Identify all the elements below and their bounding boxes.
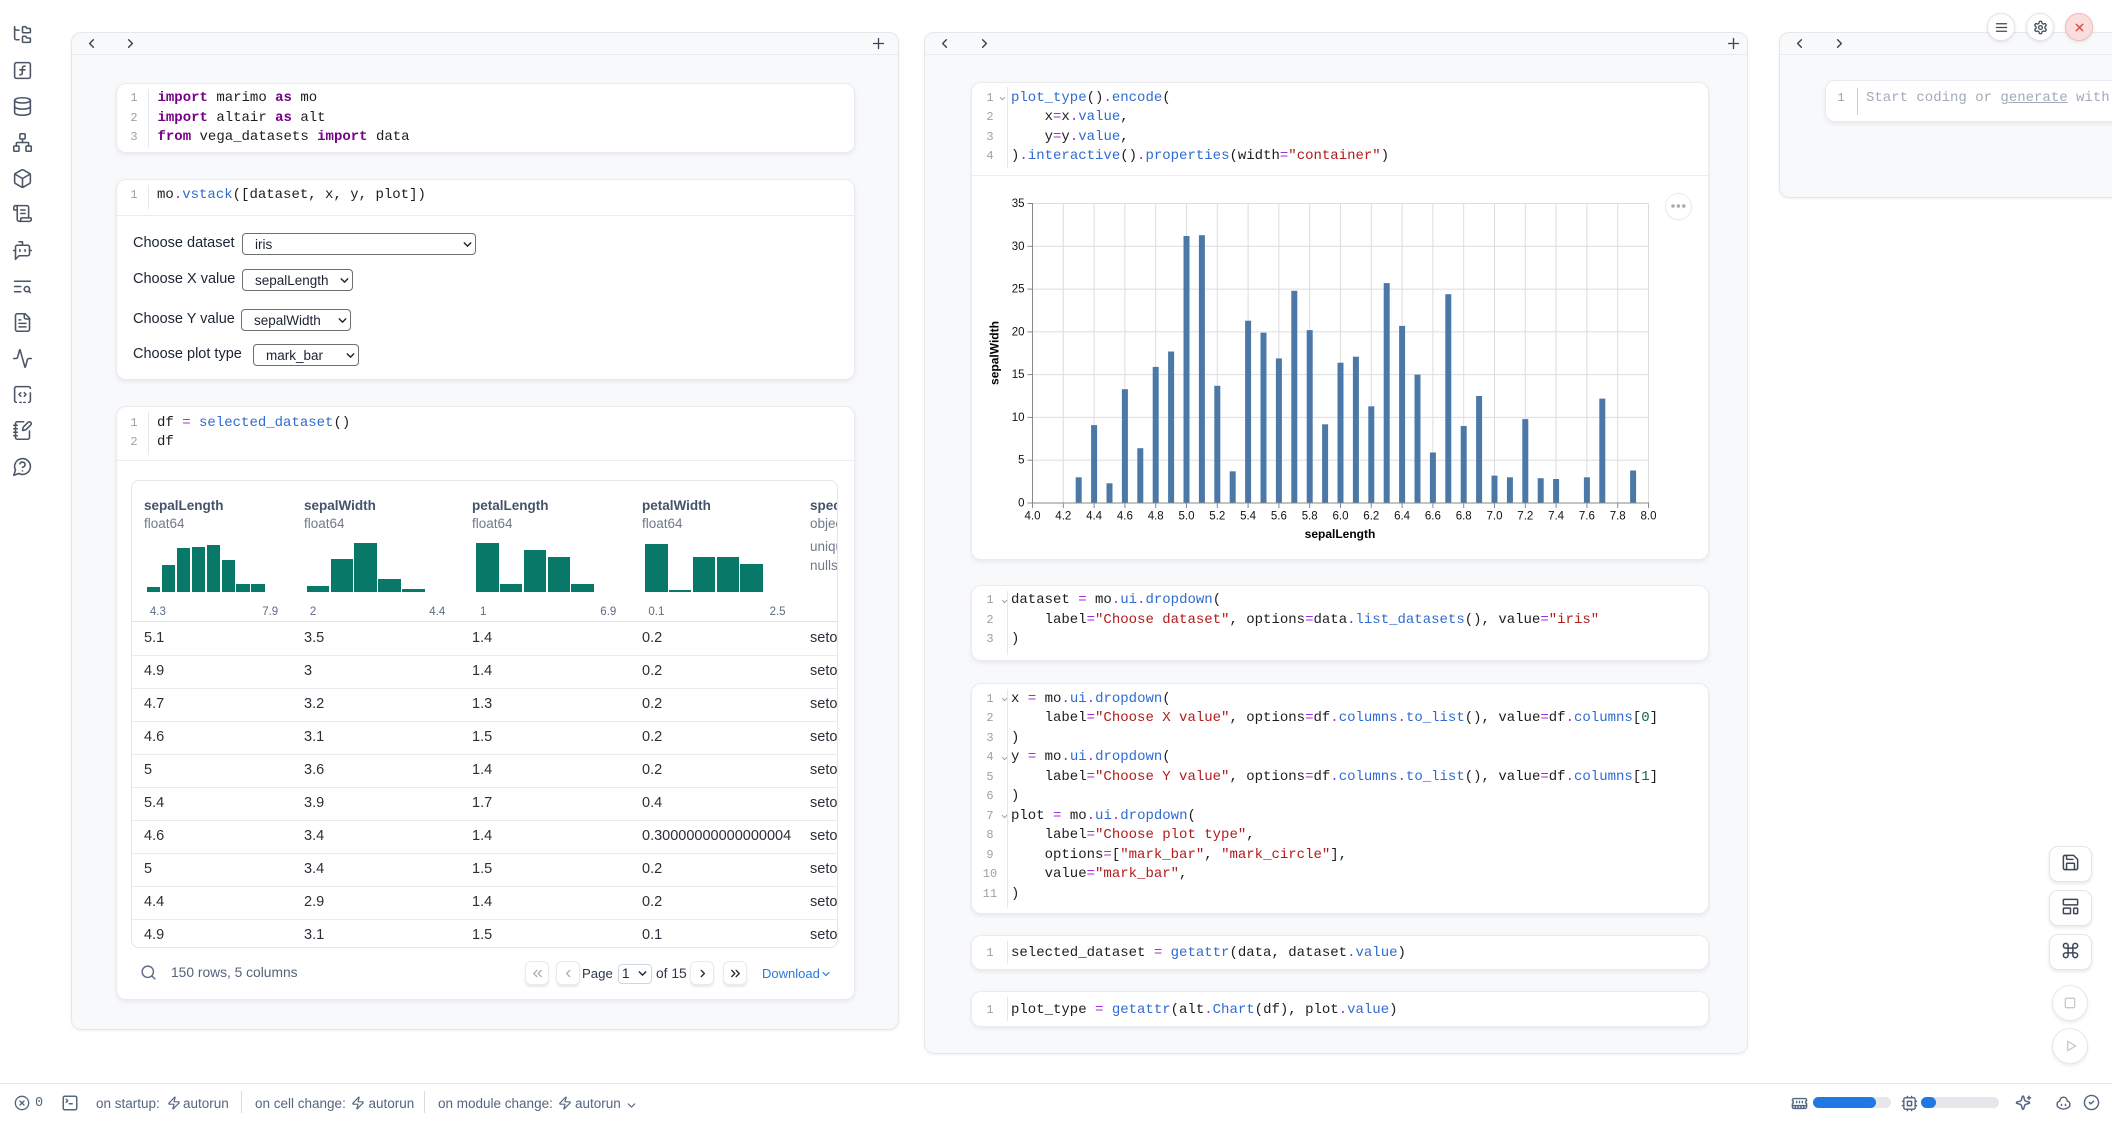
svg-text:7.2: 7.2 <box>1517 511 1533 523</box>
svg-text:6.8: 6.8 <box>1456 511 1472 523</box>
svg-text:4.8: 4.8 <box>1148 511 1164 523</box>
svg-text:8.0: 8.0 <box>1641 511 1657 523</box>
svg-text:7.8: 7.8 <box>1610 511 1626 523</box>
svg-text:10: 10 <box>1012 412 1025 424</box>
svg-text:20: 20 <box>1012 326 1025 338</box>
svg-text:6.6: 6.6 <box>1425 511 1441 523</box>
svg-text:5.8: 5.8 <box>1302 511 1318 523</box>
svg-text:7.6: 7.6 <box>1579 511 1595 523</box>
svg-text:0: 0 <box>1018 498 1024 510</box>
svg-text:4.2: 4.2 <box>1055 511 1071 523</box>
svg-text:15: 15 <box>1012 369 1025 381</box>
svg-text:4.0: 4.0 <box>1025 511 1041 523</box>
svg-text:4.4: 4.4 <box>1086 511 1103 523</box>
svg-text:6.0: 6.0 <box>1333 511 1349 523</box>
svg-text:6.2: 6.2 <box>1363 511 1379 523</box>
svg-text:5.2: 5.2 <box>1209 511 1225 523</box>
svg-text:5.6: 5.6 <box>1271 511 1287 523</box>
svg-text:5.0: 5.0 <box>1179 511 1195 523</box>
svg-text:5.4: 5.4 <box>1240 511 1257 523</box>
svg-text:7.4: 7.4 <box>1548 511 1565 523</box>
svg-text:25: 25 <box>1012 284 1025 296</box>
svg-text:5: 5 <box>1018 455 1024 467</box>
svg-text:6.4: 6.4 <box>1394 511 1411 523</box>
svg-text:sepalLength: sepalLength <box>1305 527 1376 541</box>
svg-text:4.6: 4.6 <box>1117 511 1133 523</box>
svg-text:30: 30 <box>1012 241 1025 253</box>
svg-text:sepalWidth: sepalWidth <box>988 321 1002 385</box>
svg-text:7.0: 7.0 <box>1487 511 1503 523</box>
svg-text:35: 35 <box>1012 198 1025 210</box>
